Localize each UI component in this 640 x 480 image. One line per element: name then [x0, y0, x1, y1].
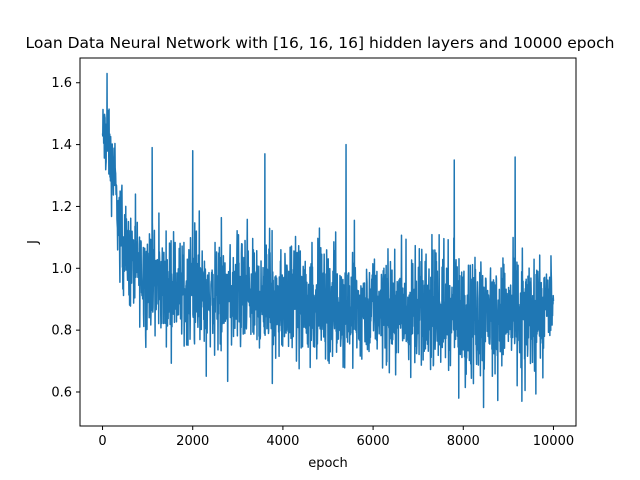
x-axis-label: epoch	[308, 456, 348, 471]
y-axis: 0.6 0.8 1.0 1.2 1.4 1.6	[51, 76, 80, 400]
loss-series-line	[101, 72, 555, 409]
plot-frame	[79, 57, 577, 427]
x-tick-label: 4000	[266, 434, 299, 449]
x-tick-label: 0	[98, 434, 106, 449]
y-tick-label: 1.2	[51, 200, 72, 215]
chart-title: Loan Data Neural Network with [16, 16, 1…	[26, 34, 615, 52]
y-tick-label: 1.6	[51, 76, 72, 91]
y-axis-label: J	[26, 240, 41, 245]
x-tick-label: 6000	[357, 434, 390, 449]
y-tick-label: 0.8	[51, 324, 72, 339]
x-tick-label: 10000	[533, 434, 574, 449]
x-tick-label: 8000	[447, 434, 480, 449]
x-axis: 0 2000 4000 6000 8000 10000	[98, 426, 574, 449]
y-tick-label: 1.0	[51, 262, 72, 277]
x-tick-label: 2000	[176, 434, 209, 449]
y-tick-label: 0.6	[51, 385, 72, 400]
y-tick-label: 1.4	[51, 138, 72, 153]
